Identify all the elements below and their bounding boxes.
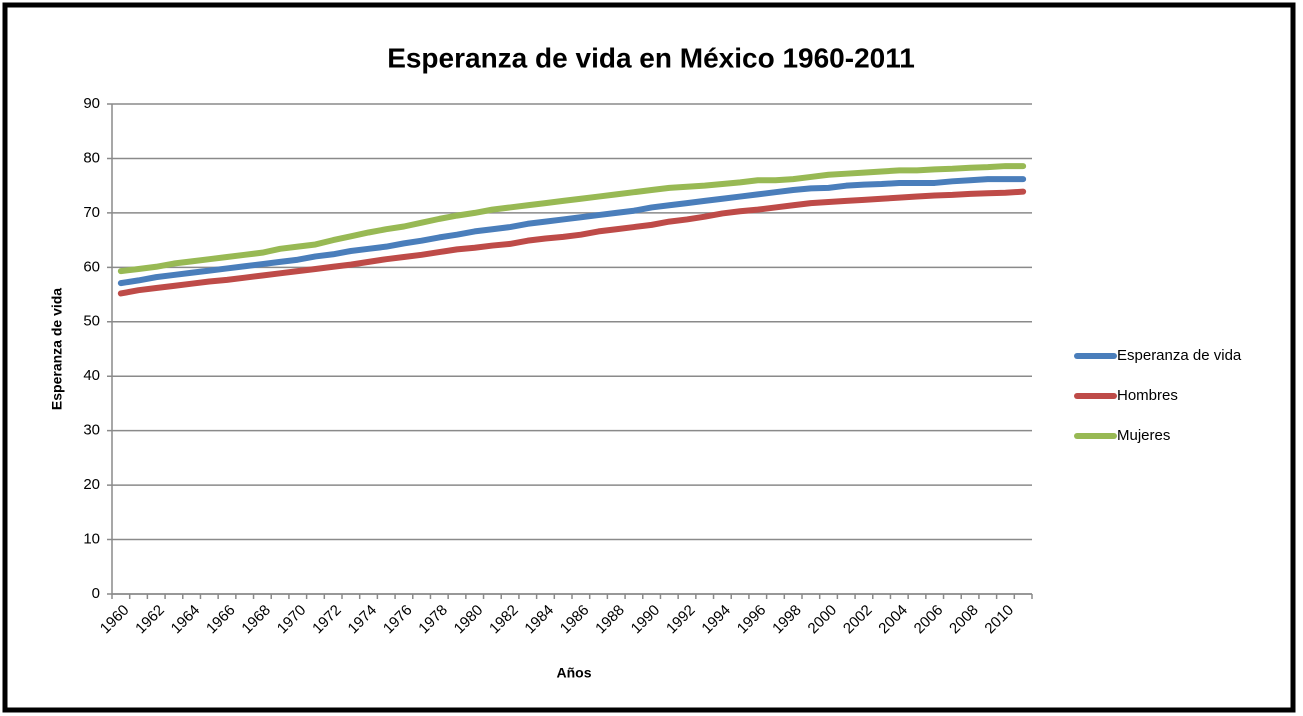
y-tick-label: 0 bbox=[92, 585, 100, 602]
y-tick-label: 50 bbox=[83, 313, 100, 330]
y-tick-label: 60 bbox=[83, 258, 100, 275]
y-tick-label: 40 bbox=[83, 367, 100, 384]
chart-title: Esperanza de vida en México 1960-2011 bbox=[387, 42, 915, 73]
y-tick-label: 20 bbox=[83, 476, 100, 493]
y-tick-label: 30 bbox=[83, 422, 100, 439]
series-line bbox=[117, 188, 1027, 297]
x-axis-label: Años bbox=[557, 665, 592, 681]
y-tick-label: 70 bbox=[83, 204, 100, 221]
series-line bbox=[117, 176, 1027, 287]
legend-label: Hombres bbox=[1117, 387, 1178, 404]
y-tick-label: 80 bbox=[83, 149, 100, 166]
legend-label: Esperanza de vida bbox=[1117, 347, 1242, 364]
y-tick-label: 10 bbox=[83, 531, 100, 548]
y-axis-label: Esperanza de vida bbox=[49, 288, 65, 410]
y-tick-label: 90 bbox=[83, 95, 100, 112]
series-line bbox=[117, 163, 1027, 275]
legend-label: Mujeres bbox=[1117, 427, 1170, 444]
